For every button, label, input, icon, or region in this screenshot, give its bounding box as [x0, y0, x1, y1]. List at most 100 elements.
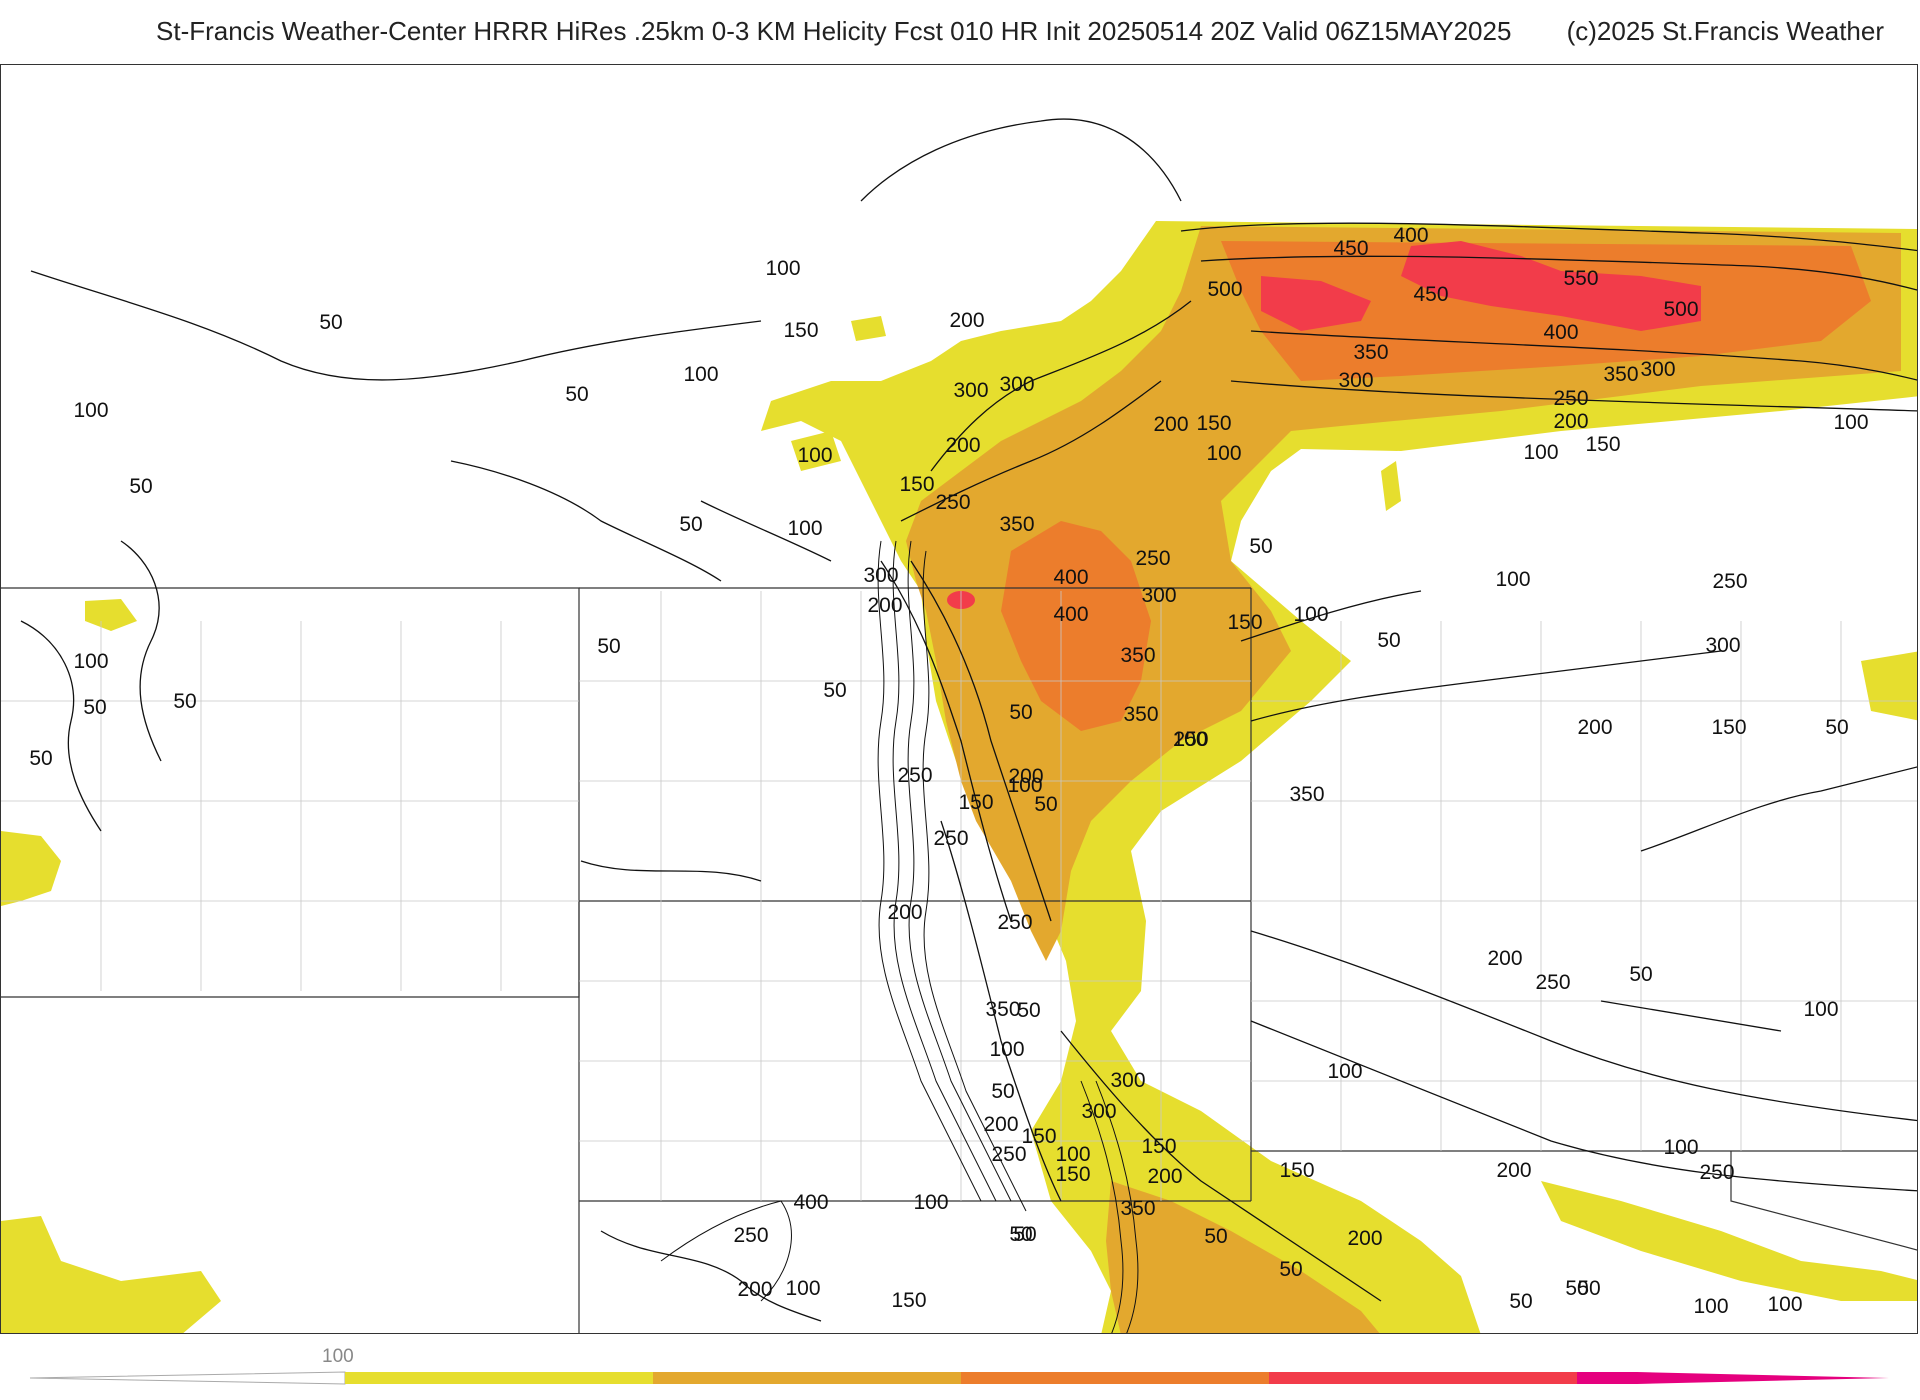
contour-label: 100	[785, 1277, 820, 1300]
contour-label: 100	[989, 1038, 1024, 1061]
contour-label: 400	[1053, 566, 1088, 589]
contour-label: 100	[1055, 1143, 1090, 1166]
contour-label: 200	[1347, 1227, 1382, 1250]
contour-label: 200	[1553, 410, 1588, 433]
contour-label: 100	[1206, 442, 1241, 465]
contour-label: 100	[1803, 998, 1838, 1021]
contour-label: 300	[1705, 634, 1740, 657]
contour-label: 250	[991, 1143, 1026, 1166]
contour-label: 50	[1825, 716, 1848, 739]
contour-label: 200	[1496, 1159, 1531, 1182]
contour-label: 100	[73, 399, 108, 422]
contour-label: 200	[1153, 413, 1188, 436]
contour-label: 100	[1495, 568, 1530, 591]
contour-label: 100	[1663, 1136, 1698, 1159]
contour-label: 50	[1249, 535, 1272, 558]
contour-label: 100	[1172, 728, 1207, 751]
contour-label: 50	[173, 690, 196, 713]
colorbar-bar	[29, 1371, 1889, 1385]
contour-label: 450	[1333, 237, 1368, 260]
contour-label: 250	[1699, 1161, 1734, 1184]
contour-label: 50	[991, 1080, 1014, 1103]
contour-label: 50	[1279, 1258, 1302, 1281]
contour-label: 200	[945, 434, 980, 457]
contour-label: 150	[1585, 433, 1620, 456]
colorbar-segment	[961, 1372, 1269, 1384]
contour-label: 200	[1008, 765, 1043, 788]
contour-label: 150	[1021, 1125, 1056, 1148]
contour-label: 100	[1767, 1293, 1802, 1316]
copyright-label: (c)2025 St.Francis Weather	[1566, 16, 1884, 46]
contour-label: 50	[823, 679, 846, 702]
contour-label: 150	[1711, 716, 1746, 739]
contour-label: 100	[1693, 1295, 1728, 1318]
contour-label: 50	[1009, 1223, 1032, 1246]
contour-label: 100	[1523, 441, 1558, 464]
contour-label: 250	[1535, 971, 1570, 994]
county-lines	[1, 591, 1917, 1201]
map-panel[interactable]: 100 150 200 300 400 450 500 450 550 500 400 350 300 3…	[0, 64, 1918, 1334]
contour-label: 150	[958, 791, 993, 814]
contour-label: 350	[985, 998, 1020, 1021]
colorbar-segment	[1577, 1372, 1889, 1384]
contour-label: 350	[1353, 341, 1388, 364]
contour-label: 150	[1141, 1135, 1176, 1158]
contour-label: 200	[1577, 716, 1612, 739]
contour-label: 50	[1509, 1290, 1532, 1313]
helicity-contours	[20, 118, 1917, 1322]
colorbar-low-arrow	[29, 1371, 346, 1385]
contour-label: 400	[1543, 321, 1578, 344]
contour-label: 400	[1053, 603, 1088, 626]
contour-label: 250	[997, 911, 1032, 934]
colorbar: 100	[0, 1338, 1920, 1400]
contour-label: 300	[863, 564, 898, 587]
contour-label: 400	[1393, 224, 1428, 247]
contour-label: 50	[1577, 1277, 1600, 1300]
contour-label: 150	[899, 473, 934, 496]
contour-label: 200	[867, 594, 902, 617]
contour-label: 100	[787, 517, 822, 540]
colorbar-segment	[653, 1372, 961, 1384]
contour-label: 100	[1327, 1060, 1362, 1083]
contour-label: 100	[797, 444, 832, 467]
contour-label: 200	[1147, 1165, 1182, 1188]
colorbar-segment	[1269, 1372, 1577, 1384]
contour-label: 150	[783, 319, 818, 342]
contour-label: 400	[793, 1191, 828, 1214]
contour-label: 150	[1055, 1163, 1090, 1186]
contour-label: 300	[1338, 369, 1373, 392]
contour-label: 350	[1123, 703, 1158, 726]
contour-label: 50	[679, 513, 702, 536]
contour-label: 100	[683, 363, 718, 386]
contour-label: 100	[913, 1191, 948, 1214]
title-bar: St-Francis Weather-Center HRRR HiRes .25…	[0, 0, 1920, 62]
contour-label: 300	[1081, 1100, 1116, 1123]
contour-label: 50	[1377, 629, 1400, 652]
contour-label: 300	[1110, 1069, 1145, 1092]
contour-label: 50	[1565, 1277, 1588, 1300]
contour-label: 50	[1009, 701, 1032, 724]
contour-label: 350	[1289, 783, 1324, 806]
contour-label: 250	[1173, 728, 1208, 751]
contour-label: 500	[1207, 278, 1242, 301]
contour-label: 50	[319, 311, 342, 334]
contour-label: 300	[999, 373, 1034, 396]
contour-label: 50	[1629, 963, 1652, 986]
contour-label: 150	[1227, 611, 1262, 634]
contour-label: 150	[891, 1289, 926, 1312]
contour-label: 200	[887, 901, 922, 924]
colorbar-tick-label: 100	[322, 1346, 354, 1367]
contour-label: 550	[1563, 267, 1598, 290]
state-boundaries	[1, 587, 1917, 1333]
contour-label: 50	[83, 696, 106, 719]
contour-label: 50	[1204, 1225, 1227, 1248]
contour-label: 350	[1603, 363, 1638, 386]
contour-label: 100	[1833, 411, 1868, 434]
contour-label: 300	[953, 379, 988, 402]
contour-label: 250	[935, 491, 970, 514]
contour-label: 50	[129, 475, 152, 498]
contour-label: 500	[1663, 298, 1698, 321]
contour-label: 250	[933, 827, 968, 850]
contour-label: 50	[29, 747, 52, 770]
